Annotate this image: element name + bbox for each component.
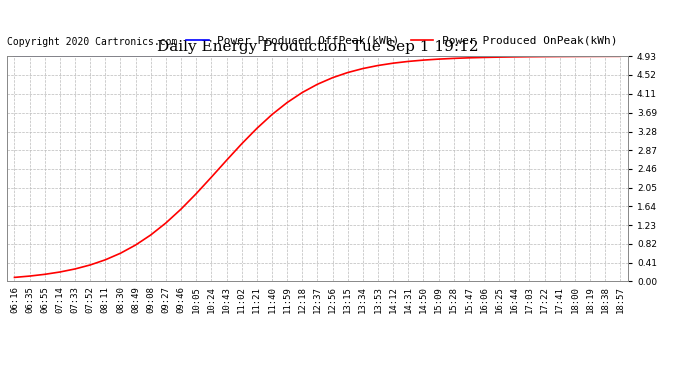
Title: Daily Energy Production Tue Sep 1 19:12: Daily Energy Production Tue Sep 1 19:12 — [157, 40, 478, 54]
Text: Copyright 2020 Cartronics.com: Copyright 2020 Cartronics.com — [7, 37, 177, 47]
Legend: Power Produced OffPeak(kWh), Power Produced OnPeak(kWh): Power Produced OffPeak(kWh), Power Produ… — [186, 36, 618, 46]
